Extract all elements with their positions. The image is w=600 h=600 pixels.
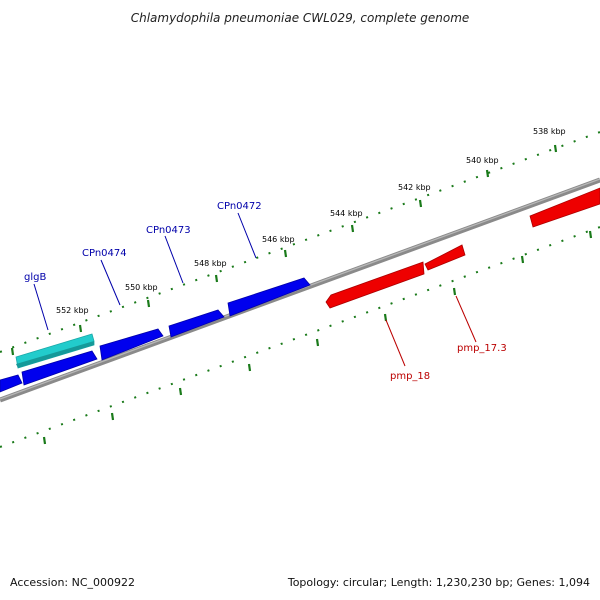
- gene-label-pmp_18: pmp_18: [390, 371, 430, 382]
- label-leaders: [33, 212, 477, 367]
- genome-backbone: [0, 177, 600, 403]
- tick-label: 542 kbp: [398, 183, 431, 192]
- inner-major-tick: [110, 412, 115, 421]
- tick-label: 546 kbp: [262, 235, 295, 244]
- inner-major-tick: [178, 387, 183, 396]
- gene-label-glgB: glgB: [24, 272, 46, 283]
- gene-label-pmp_17.3: pmp_17.3: [457, 343, 507, 354]
- inner-major-tick: [247, 363, 252, 372]
- inner-major-tick: [588, 230, 593, 239]
- gene-pmp_18[interactable]: [325, 261, 425, 309]
- major-tick: [283, 249, 288, 258]
- gene-forward-lower-left[interactable]: [21, 350, 98, 386]
- accession-label: Accession: NC_000922: [10, 576, 135, 589]
- leader-CPn0473: [164, 235, 184, 284]
- inner-major-tick: [315, 338, 320, 347]
- tick-label: 550 kbp: [125, 283, 158, 292]
- leader-glgB: [33, 283, 49, 331]
- genome-summary: Topology: circular; Length: 1,230,230 bp…: [287, 576, 590, 589]
- gene-glgB-shade: [16, 341, 94, 368]
- major-tick: [78, 324, 83, 333]
- inner-major-ticks: [42, 230, 593, 445]
- major-tick: [10, 347, 15, 356]
- major-tick: [418, 199, 423, 208]
- major-tick: [214, 274, 219, 283]
- tick-label: 552 kbp: [56, 306, 89, 315]
- tick-label: 540 kbp: [466, 156, 499, 165]
- leader-pmp_17.3: [455, 295, 477, 343]
- major-tick: [146, 299, 151, 308]
- major-tick: [350, 224, 355, 233]
- gene-CPn0472[interactable]: [227, 277, 311, 317]
- forward-genes: [0, 277, 311, 393]
- gene-label-CPn0474: CPn0474: [82, 248, 127, 259]
- tick-label: 548 kbp: [194, 259, 227, 268]
- gene-reverse-right-edge[interactable]: [529, 187, 600, 228]
- gene-pmp_17.3[interactable]: [424, 244, 466, 271]
- gene-CPn0473[interactable]: [168, 309, 225, 338]
- inner-major-tick: [520, 255, 525, 264]
- tick-label: 538 kbp: [533, 127, 566, 136]
- major-tick: [553, 144, 558, 153]
- map-title: Chlamydophila pneumoniae CWL029, complet…: [131, 11, 470, 25]
- inner-major-tick: [452, 287, 457, 296]
- major-ticks: [10, 144, 558, 356]
- reverse-genes: [325, 187, 600, 309]
- gene-forward-left-edge[interactable]: [0, 374, 23, 393]
- gene-label-CPn0473: CPn0473: [146, 225, 191, 236]
- gene-CPn0474[interactable]: [99, 328, 164, 361]
- gene-label-CPn0472: CPn0472: [217, 201, 262, 212]
- outer-scale-ring: [0, 131, 600, 353]
- inner-major-tick: [42, 436, 47, 445]
- leader-CPn0474: [100, 259, 121, 306]
- leader-CPn0472: [237, 212, 257, 259]
- leader-pmp_18: [385, 319, 406, 367]
- tick-label: 544 kbp: [330, 209, 363, 218]
- inner-major-tick: [383, 313, 388, 322]
- major-tick: [485, 169, 490, 178]
